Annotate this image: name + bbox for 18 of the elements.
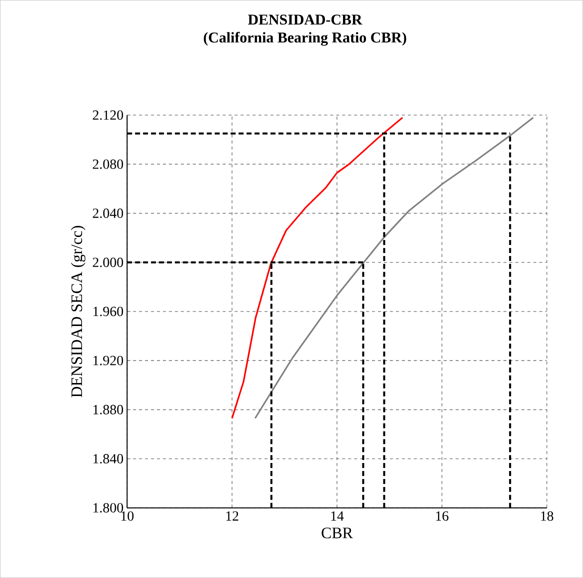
x-tick-label: 16: [436, 511, 448, 521]
y-tick-label: 2.080: [92, 159, 124, 169]
x-tick-label: 18: [541, 511, 554, 521]
x-tick-label: 12: [226, 511, 238, 521]
x-axis-title: CBR: [322, 528, 353, 538]
y-tick-label: 2.000: [92, 258, 124, 268]
x-tick-label: 14: [331, 511, 344, 521]
y-tick-label: 2.120: [92, 110, 124, 120]
y-tick-label: 1.800: [93, 503, 124, 513]
y-tick-label: 1.840: [93, 454, 124, 464]
chart-title: DENSIDAD-CBR: [248, 14, 362, 25]
y-tick-label: 1.880: [93, 404, 124, 414]
y-tick-label: 1.960: [93, 306, 124, 316]
chart-subtitle: (California Bearing Ratio CBR): [204, 32, 406, 46]
y-tick-label: 2.040: [92, 208, 124, 218]
y-tick-label: 1.920: [93, 356, 124, 366]
y-axis-title: DENSIDAD SECA (gr/cc): [70, 226, 86, 398]
x-tick-label: 10: [121, 511, 134, 521]
